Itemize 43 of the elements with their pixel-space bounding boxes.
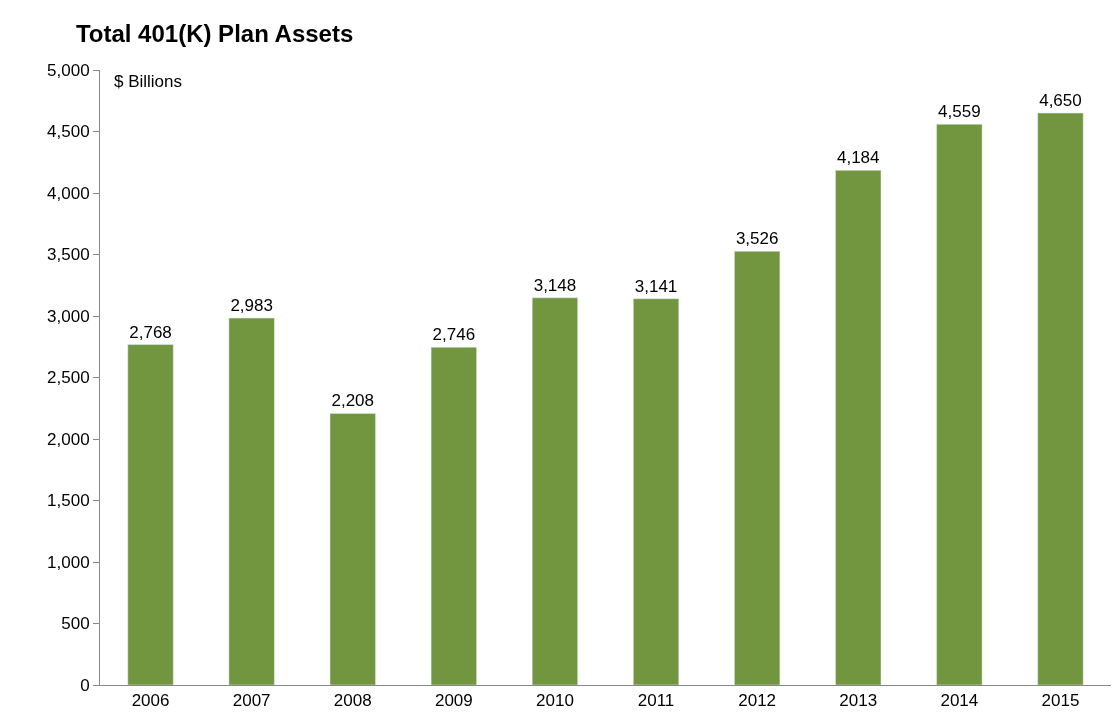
x-tick-label: 2012: [738, 691, 777, 711]
y-tick-label: 4,000: [47, 183, 90, 203]
bar: [1037, 112, 1084, 685]
bar: [835, 170, 882, 685]
x-tick-label: 2008: [333, 691, 372, 711]
bar: [633, 298, 680, 685]
data-label: 3,141: [634, 276, 678, 296]
y-tick-label: 2,500: [47, 368, 90, 388]
x-tick-label: 2009: [434, 691, 473, 711]
data-label: 3,148: [533, 275, 577, 295]
data-label: 2,983: [230, 296, 273, 316]
x-tick-label: 2014: [940, 691, 979, 711]
y-tick-label: 3,500: [47, 245, 90, 265]
x-tick-label: 2010: [536, 691, 574, 711]
data-label: 2,768: [129, 322, 172, 342]
bar: [329, 413, 376, 685]
bar: [127, 344, 174, 685]
y-tick-label: 1,000: [47, 552, 90, 572]
x-tick-label: 2011: [637, 691, 675, 711]
data-label: 4,184: [836, 148, 880, 168]
data-label: 2,208: [331, 391, 375, 411]
bar: [936, 123, 983, 685]
x-tick-label: 2007: [232, 691, 271, 711]
x-tick-label: 2006: [131, 691, 170, 711]
y-axis-title: $ Billions: [114, 72, 183, 91]
y-tick-label: 2,000: [47, 429, 90, 449]
y-tick-label: 500: [61, 614, 90, 634]
y-tick-label: 0: [80, 675, 90, 695]
y-tick-label: 5,000: [47, 60, 90, 80]
bar: [531, 297, 578, 685]
y-tick-label: 1,500: [47, 491, 90, 511]
data-label: 3,526: [735, 229, 779, 249]
data-label: 2,746: [432, 325, 476, 345]
data-label: 4,559: [938, 102, 981, 122]
y-tick-label: 3,000: [47, 306, 90, 326]
bar: [734, 251, 781, 685]
data-label: 4,650: [1039, 91, 1082, 111]
chart-title: Total 401(K) Plan Assets: [75, 19, 354, 47]
x-tick-label: 2015: [1041, 691, 1080, 711]
y-tick-label: 4,500: [47, 122, 90, 142]
bar: [430, 346, 477, 685]
x-tick-label: 2013: [839, 691, 878, 711]
bar: [228, 317, 275, 685]
